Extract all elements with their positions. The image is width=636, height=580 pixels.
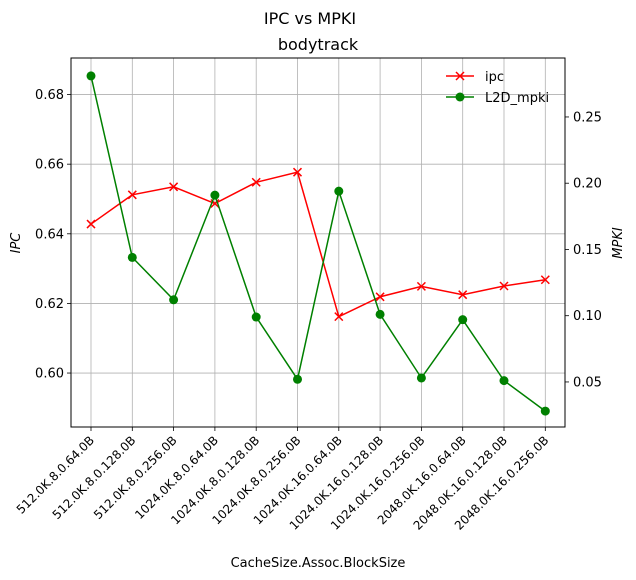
data-point-L2D_mpki	[251, 312, 261, 322]
data-point-ipc	[499, 281, 509, 291]
data-point-L2D_mpki	[540, 406, 550, 416]
chart-suptitle: IPC vs MPKI	[264, 9, 356, 28]
legend-ipc-marker	[455, 71, 465, 81]
series-line-L2D_mpki	[90, 75, 546, 412]
right-tick-label: 0.15	[573, 243, 602, 258]
data-point-ipc	[86, 219, 96, 229]
left-axis-ticks: 0.60 0.62 0.64 0.66 0.68	[35, 88, 71, 382]
data-point-ipc	[540, 275, 550, 285]
right-tick-label: 0.05	[573, 375, 602, 390]
data-point-L2D_mpki	[375, 309, 385, 319]
legend: ipc L2D_mpki	[446, 70, 549, 106]
x-axis-ticks: 512.0K.8.0.64.0B512.0K.8.0.128.0B512.0K.…	[14, 427, 551, 533]
data-point-ipc	[334, 312, 344, 322]
chart-title: bodytrack	[278, 35, 359, 54]
right-tick-label: 0.20	[573, 177, 602, 192]
right-tick-label: 0.10	[573, 309, 602, 324]
legend-ipc-label: ipc	[485, 70, 504, 85]
series-layer	[86, 71, 550, 416]
right-tick-label: 0.25	[573, 110, 602, 125]
right-axis-ticks: 0.05 0.10 0.15 0.20 0.25	[565, 110, 602, 390]
left-tick-label: 0.62	[35, 297, 64, 312]
legend-mpki-label: L2D_mpki	[485, 91, 549, 106]
data-point-L2D_mpki	[458, 315, 468, 325]
data-point-L2D_mpki	[127, 252, 137, 262]
data-point-L2D_mpki	[210, 190, 220, 200]
data-point-ipc	[458, 290, 468, 300]
data-point-ipc	[251, 177, 261, 187]
left-tick-label: 0.68	[35, 88, 64, 103]
plot-frame	[70, 57, 566, 428]
left-tick-label: 0.60	[35, 367, 64, 382]
grid	[71, 58, 565, 427]
data-point-ipc	[375, 292, 385, 302]
data-point-L2D_mpki	[86, 71, 96, 81]
x-tick-label: 512.0K.8.0.64.0B	[14, 433, 97, 516]
data-point-ipc	[416, 281, 426, 291]
data-point-L2D_mpki	[499, 376, 509, 386]
data-point-L2D_mpki	[293, 374, 302, 384]
legend-mpki-marker	[455, 92, 465, 102]
left-tick-label: 0.64	[35, 227, 64, 242]
data-point-L2D_mpki	[169, 295, 179, 305]
left-tick-label: 0.66	[35, 158, 64, 173]
x-axis-label: CacheSize.Assoc.BlockSize	[231, 556, 406, 571]
data-point-ipc	[169, 182, 179, 192]
right-axis-label: MPKI	[611, 227, 626, 259]
data-point-ipc	[292, 167, 303, 177]
data-point-L2D_mpki	[334, 186, 344, 196]
series-line-ipc	[90, 171, 546, 318]
left-axis-label: IPC	[9, 232, 24, 254]
data-point-ipc	[127, 190, 137, 200]
data-point-L2D_mpki	[416, 373, 426, 383]
